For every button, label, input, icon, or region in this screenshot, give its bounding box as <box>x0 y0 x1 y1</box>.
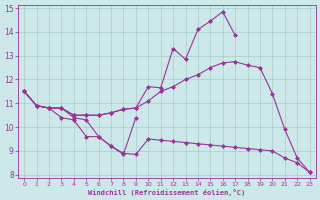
X-axis label: Windchill (Refroidissement éolien,°C): Windchill (Refroidissement éolien,°C) <box>88 189 245 196</box>
